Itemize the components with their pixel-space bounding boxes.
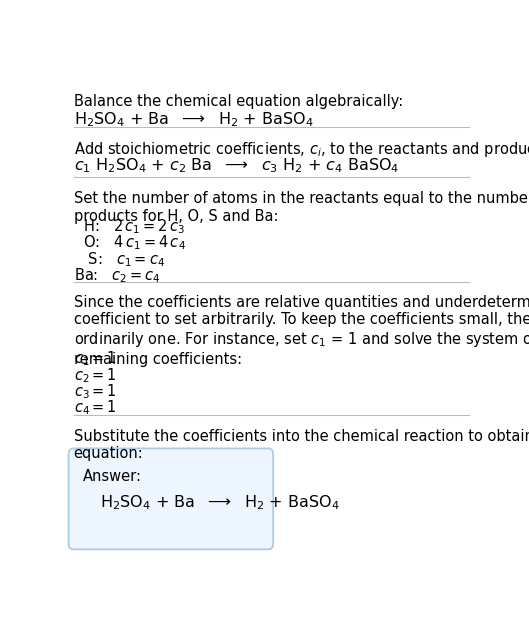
Text: Ba:   $c_2 = c_4$: Ba: $c_2 = c_4$ [74,266,160,285]
Text: $c_2 = 1$: $c_2 = 1$ [74,366,116,384]
Text: $\mathregular{H_2SO_4}$ + Ba  $\longrightarrow$  $\mathregular{H_2}$ + $\mathreg: $\mathregular{H_2SO_4}$ + Ba $\longright… [100,493,340,512]
Text: Set the number of atoms in the reactants equal to the number of atoms in the
pro: Set the number of atoms in the reactants… [74,191,529,223]
Text: $c_1 = 1$: $c_1 = 1$ [74,349,116,368]
FancyBboxPatch shape [69,448,273,549]
Text: Substitute the coefficients into the chemical reaction to obtain the balanced
eq: Substitute the coefficients into the che… [74,429,529,461]
Text: Add stoichiometric coefficients, $c_i$, to the reactants and products:: Add stoichiometric coefficients, $c_i$, … [74,140,529,159]
Text: $c_1$ $\mathregular{H_2SO_4}$ + $c_2$ Ba  $\longrightarrow$  $c_3$ $\mathregular: $c_1$ $\mathregular{H_2SO_4}$ + $c_2$ Ba… [74,156,399,175]
Text: O:   $4\,c_1 = 4\,c_4$: O: $4\,c_1 = 4\,c_4$ [74,234,186,252]
Text: Answer:: Answer: [83,469,142,483]
Text: $\mathregular{H_2SO_4}$ + Ba  $\longrightarrow$  $\mathregular{H_2}$ + $\mathreg: $\mathregular{H_2SO_4}$ + Ba $\longright… [74,110,313,129]
Text: Balance the chemical equation algebraically:: Balance the chemical equation algebraica… [74,93,403,108]
Text: S:   $c_1 = c_4$: S: $c_1 = c_4$ [74,250,165,269]
Text: $c_4 = 1$: $c_4 = 1$ [74,399,116,418]
Text: H:   $2\,c_1 = 2\,c_3$: H: $2\,c_1 = 2\,c_3$ [74,217,185,236]
Text: Since the coefficients are relative quantities and underdetermined, choose a
coe: Since the coefficients are relative quan… [74,295,529,367]
Text: $c_3 = 1$: $c_3 = 1$ [74,382,116,401]
